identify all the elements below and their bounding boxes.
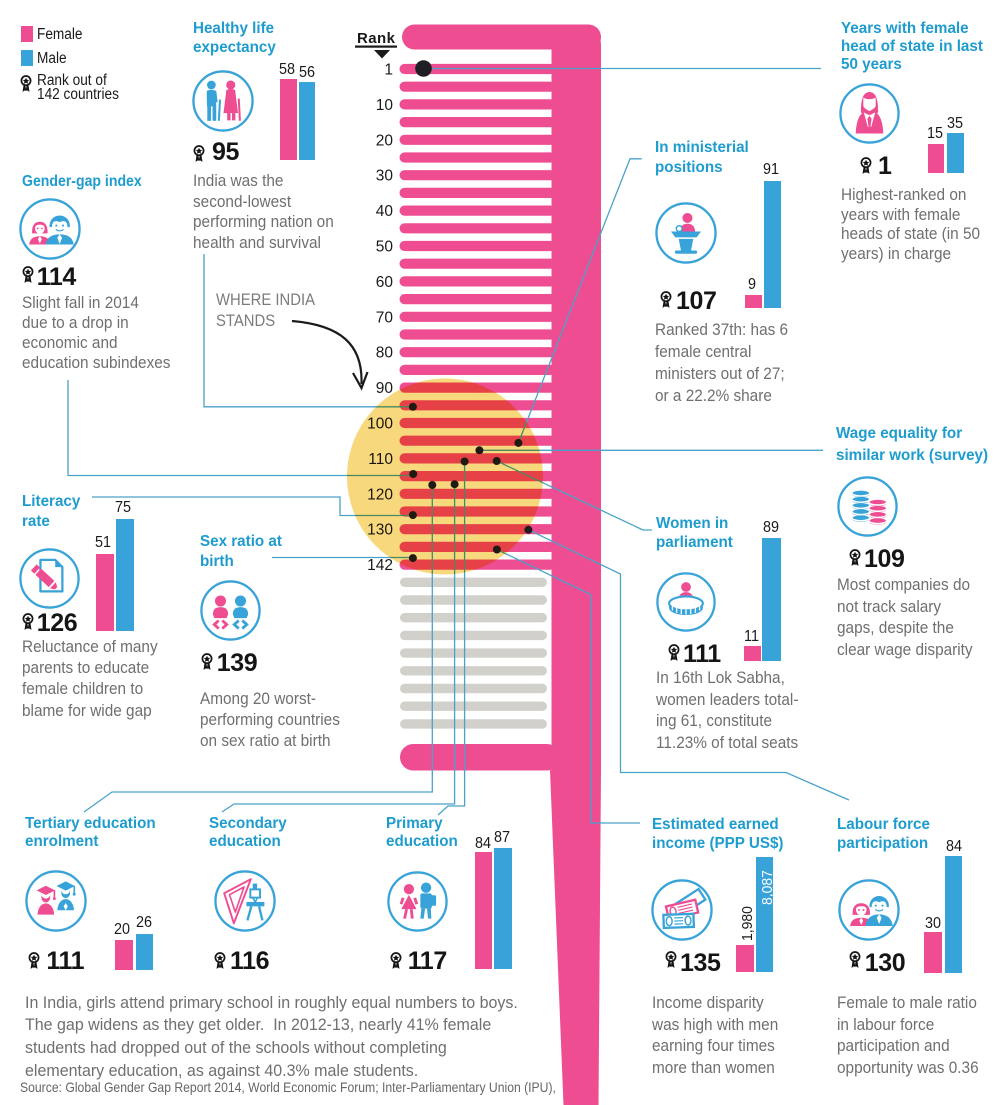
svg-text:80: 80 [376, 345, 394, 362]
svg-text:30: 30 [376, 168, 394, 185]
svg-text:10: 10 [376, 97, 394, 114]
svg-text:50: 50 [376, 239, 394, 256]
svg-text:20: 20 [376, 132, 394, 149]
svg-text:142: 142 [367, 557, 393, 574]
svg-text:1: 1 [384, 62, 393, 79]
svg-text:90: 90 [376, 380, 394, 397]
svg-text:Rank: Rank [357, 30, 396, 47]
svg-text:60: 60 [376, 274, 394, 291]
svg-text:40: 40 [376, 203, 394, 220]
svg-text:70: 70 [376, 309, 394, 326]
